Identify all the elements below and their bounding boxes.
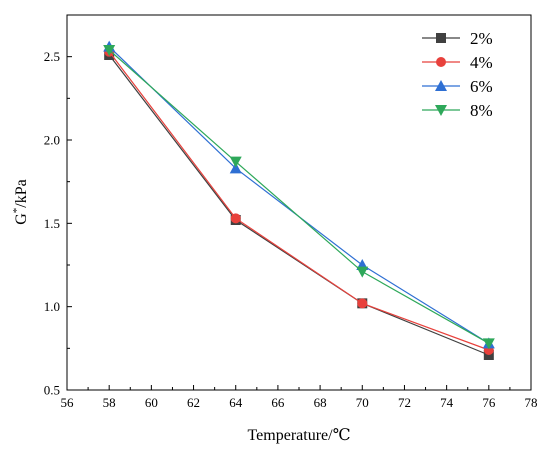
series-line-6-percent — [108, 46, 490, 344]
data-point-6-percent — [229, 162, 242, 174]
legend-marker-4-percent — [436, 57, 446, 67]
x-tick-label: 70 — [356, 395, 369, 410]
x-tick-label: 62 — [187, 395, 200, 410]
legend-marker-2-percent — [436, 33, 446, 43]
x-axis-title: Temperature/℃ — [248, 427, 351, 444]
x-tick-label: 74 — [440, 395, 454, 410]
series-line-8-percent — [108, 49, 490, 344]
legend-label-4-percent: 4% — [470, 53, 493, 72]
y-tick-label: 0.5 — [44, 383, 60, 398]
y-tick-label: 1.5 — [44, 216, 60, 231]
legend-label-8-percent: 8% — [470, 101, 493, 120]
y-tick-label: 2.0 — [44, 133, 60, 148]
x-tick-label: 64 — [229, 395, 243, 410]
legend-label-2-percent: 2% — [470, 29, 493, 48]
x-tick-label: 68 — [314, 395, 327, 410]
x-tick-label: 76 — [482, 395, 496, 410]
y-axis-title-base: G — [13, 213, 30, 225]
data-point-8-percent — [103, 45, 116, 56]
series-layer — [103, 40, 495, 360]
legend: 2% 4% 6% 8% — [422, 29, 493, 120]
x-axis: 56 58 60 62 64 66 68 70 72 74 76 78 — [61, 385, 538, 410]
data-point-4-percent — [357, 298, 368, 309]
y-axis-title-suffix: /kPa — [13, 179, 30, 207]
series-line-4-percent — [108, 51, 490, 351]
legend-marker-8-percent — [435, 105, 447, 116]
x-tick-label: 60 — [145, 395, 158, 410]
x-tick-label: 66 — [271, 395, 285, 410]
x-tick-label: 72 — [398, 395, 411, 410]
data-point-4-percent — [230, 213, 241, 224]
x-tick-label: 56 — [61, 395, 75, 410]
plot-frame — [66, 14, 532, 391]
y-axis-title-sup: * — [11, 208, 23, 214]
x-tick-label: 58 — [103, 395, 116, 410]
legend-label-6-percent: 6% — [470, 77, 493, 96]
legend-marker-6-percent — [435, 80, 447, 91]
y-tick-label: 2.5 — [44, 49, 60, 64]
data-point-8-percent — [482, 338, 495, 350]
y-tick-label: 1.0 — [44, 299, 60, 314]
series-line-2-percent — [108, 54, 490, 356]
x-tick-label: 78 — [525, 395, 538, 410]
data-point-8-percent — [229, 156, 242, 168]
data-point-8-percent — [356, 266, 369, 278]
y-axis: 0.5 1.0 1.5 2.0 2.5 — [44, 49, 72, 398]
y-axis-title: G*/kPa — [11, 179, 30, 225]
